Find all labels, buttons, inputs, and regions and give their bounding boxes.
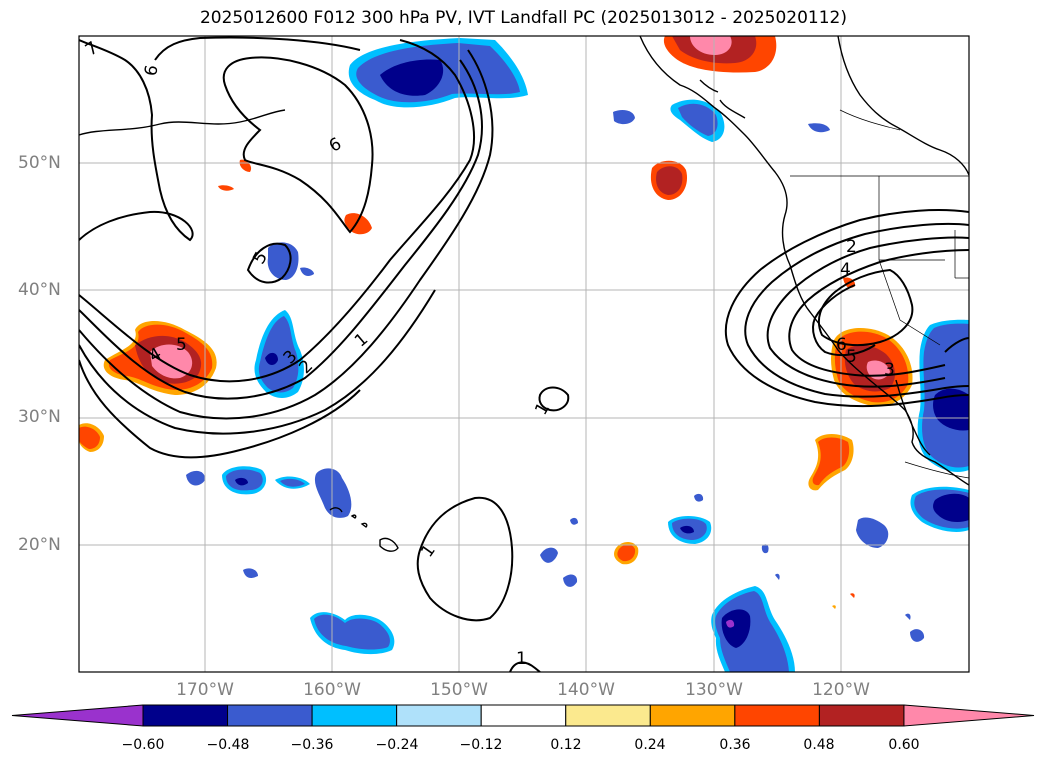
contour-label: 5 (846, 347, 857, 367)
colorbar-swatch (480, 704, 567, 727)
contour-label: 3 (884, 360, 895, 380)
lon-label-160w: 160°W (303, 680, 361, 700)
colorbar-swatch (734, 704, 820, 727)
colorbar-tick: 0.12 (550, 737, 582, 753)
lat-label-30n: 30°N (18, 407, 61, 427)
map-frame (78, 35, 970, 673)
colorbar-swatch (565, 704, 651, 727)
contour-label: 5 (176, 335, 187, 355)
contour-label: 1 (417, 541, 440, 561)
colorbar-tick: 0.48 (803, 737, 835, 753)
colorbar-tick: −0.12 (459, 737, 503, 753)
colorbar-tick: −0.24 (375, 737, 419, 753)
colorbar-swatch (227, 704, 313, 727)
colorbar-swatch (142, 704, 229, 727)
colorbar (11, 704, 1035, 727)
colorbar-swatch (311, 704, 398, 727)
colorbar-swatch (649, 704, 736, 727)
colorbar-extend-high (903, 704, 1035, 727)
colorbar-swatch (818, 704, 905, 727)
lat-label-40n: 40°N (18, 280, 61, 300)
contour-label: 1 (516, 649, 527, 669)
lat-label-20n: 20°N (18, 535, 61, 555)
lon-label-140w: 140°W (557, 680, 615, 700)
colorbar-swatch (396, 704, 482, 727)
map-title: 2025012600 F012 300 hPa PV, IVT Landfall… (199, 8, 847, 28)
contour-label: 7 (82, 38, 102, 61)
contour-label: 1 (531, 399, 554, 418)
colorbar-tick: 0.60 (888, 737, 920, 753)
colorbar-tick: −0.36 (290, 737, 334, 753)
lon-label-120w: 120°W (812, 680, 870, 700)
colorbar-tick: 0.24 (634, 737, 666, 753)
coastlines (79, 36, 969, 552)
contour-label: 6 (326, 134, 345, 157)
contour-label: 2 (846, 237, 857, 257)
contour-label: 4 (840, 260, 851, 280)
colorbar-tick: −0.60 (121, 737, 165, 753)
contour-label: 6 (141, 64, 163, 78)
lon-label-130w: 130°W (685, 680, 743, 700)
lon-label-150w: 150°W (430, 680, 488, 700)
contour-label: 6 (836, 335, 847, 355)
lat-label-50n: 50°N (18, 153, 61, 173)
colorbar-tick: −0.48 (206, 737, 250, 753)
colorbar-extend-low (11, 704, 144, 727)
lon-label-170w: 170°W (176, 680, 234, 700)
pv-contours (79, 36, 969, 672)
colorbar-tick: 0.36 (719, 737, 751, 753)
